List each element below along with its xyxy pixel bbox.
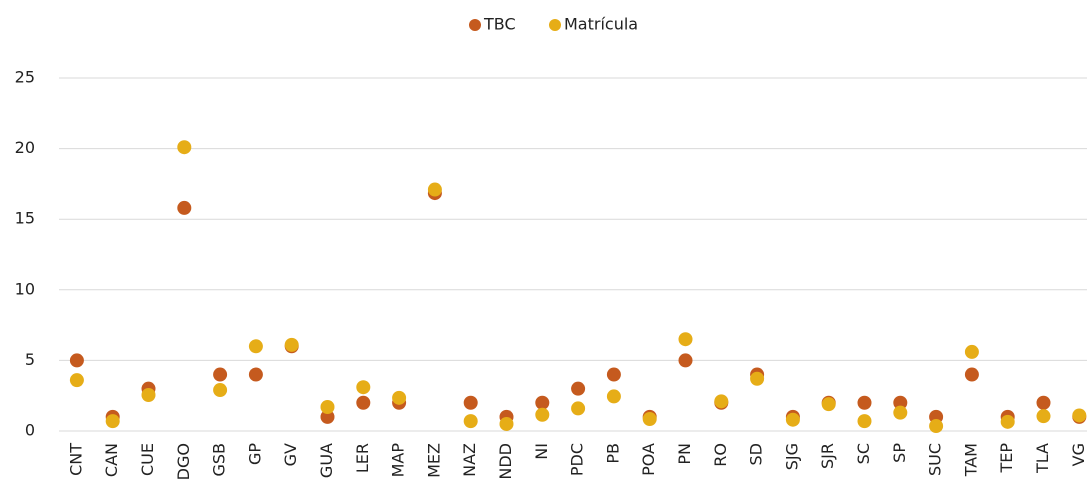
dot xyxy=(463,414,478,429)
legend-swatch xyxy=(549,19,561,31)
x-tick-label: SJG xyxy=(782,443,801,470)
legend-swatch xyxy=(469,19,481,31)
y-tick-label: 10 xyxy=(15,279,35,298)
x-tick-label: SD xyxy=(747,443,766,465)
dot xyxy=(750,371,765,386)
x-tick-label: NAZ xyxy=(460,443,479,477)
dot xyxy=(356,395,371,410)
x-tick-label: CNT xyxy=(66,443,85,476)
dot xyxy=(69,373,84,388)
x-tick-label: NI xyxy=(532,443,551,460)
x-tick-label: TLA xyxy=(1033,443,1052,474)
dot xyxy=(642,411,657,426)
x-tick-label: GP xyxy=(245,443,264,465)
dot xyxy=(392,390,407,405)
x-tick-label: SP xyxy=(890,443,909,463)
x-tick-label: CUE xyxy=(138,443,157,476)
dot xyxy=(1036,395,1051,410)
dot xyxy=(427,182,442,197)
x-tick-label: GV xyxy=(281,443,300,466)
dot xyxy=(177,200,192,215)
x-tick-label: MAP xyxy=(389,443,408,478)
dot xyxy=(177,140,192,155)
dot xyxy=(248,367,263,382)
dot xyxy=(535,407,550,422)
x-tick-label: TEP xyxy=(997,443,1016,474)
x-tick-label: SC xyxy=(854,443,873,464)
dot xyxy=(105,414,120,429)
dot xyxy=(213,367,228,382)
dot xyxy=(821,397,836,412)
x-tick-label: DGO xyxy=(174,443,193,480)
dot xyxy=(714,394,729,409)
legend-label: TBC xyxy=(483,15,516,34)
x-tick-label: PDC xyxy=(568,443,587,476)
dot xyxy=(535,395,550,410)
dot xyxy=(1000,414,1015,429)
dot xyxy=(857,395,872,410)
dot xyxy=(1072,408,1087,423)
x-tick-label: CAN xyxy=(102,443,121,477)
dot xyxy=(141,387,156,402)
dot xyxy=(213,383,228,398)
dot xyxy=(929,419,944,434)
dot xyxy=(463,395,478,410)
x-tick-label: GSB xyxy=(210,443,229,477)
legend-label: Matrícula xyxy=(564,15,638,34)
dot xyxy=(320,399,335,414)
dot xyxy=(606,367,621,382)
dot xyxy=(893,405,908,420)
x-tick-label: GUA xyxy=(317,443,336,478)
dot xyxy=(284,337,299,352)
dot xyxy=(785,412,800,427)
y-tick-label: 5 xyxy=(25,350,35,369)
dot xyxy=(499,416,514,431)
x-tick-label: MEZ xyxy=(424,443,443,478)
x-tick-label: PN xyxy=(675,443,694,465)
dot xyxy=(857,414,872,429)
x-tick-label: PB xyxy=(603,443,622,464)
x-tick-label: SJR xyxy=(818,443,837,469)
dot xyxy=(893,395,908,410)
x-tick-label: TAM xyxy=(961,443,980,477)
dot xyxy=(1036,409,1051,424)
dot xyxy=(248,339,263,354)
dot xyxy=(356,380,371,395)
dot xyxy=(69,353,84,368)
dot xyxy=(320,409,335,424)
x-tick-label: LER xyxy=(353,443,372,473)
y-tick-label: 25 xyxy=(15,68,35,87)
dot xyxy=(964,367,979,382)
x-tick-label: NDD xyxy=(496,443,515,480)
x-tick-label: RO xyxy=(711,443,730,467)
y-tick-label: 15 xyxy=(15,209,35,228)
y-tick-label: 20 xyxy=(15,138,35,157)
dot xyxy=(678,332,693,347)
dot xyxy=(606,389,621,404)
x-tick-label: POA xyxy=(639,443,658,476)
x-tick-label: SUC xyxy=(926,443,945,476)
dot xyxy=(964,344,979,359)
y-tick-label: 0 xyxy=(25,421,35,440)
dot xyxy=(678,353,693,368)
x-tick-label: VG xyxy=(1069,443,1087,466)
dot xyxy=(571,381,586,396)
dot xyxy=(571,401,586,416)
